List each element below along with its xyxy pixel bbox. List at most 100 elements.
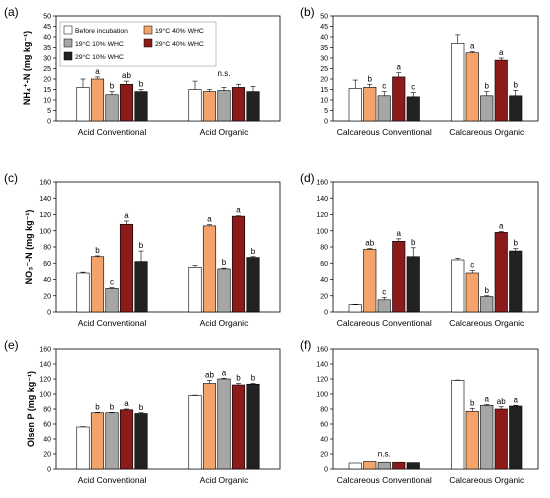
y-tick-label: 20	[43, 452, 51, 459]
bar-19-c-10-whc	[480, 296, 494, 313]
significance-letter: a	[95, 67, 100, 76]
bar-before-incubation	[348, 304, 362, 313]
chart-panel-4: 020406080100120140160(d)abcabCalcareous …	[300, 171, 539, 328]
bar-19-c-10-whc	[105, 412, 119, 470]
significance-letter: b	[95, 246, 100, 255]
legend-label: 29°C 40% WHC	[155, 40, 204, 48]
significance-letter: b	[411, 238, 416, 247]
y-tick-label: 60	[320, 261, 328, 268]
bar-before-incubation	[188, 267, 202, 313]
significance-letter: a	[397, 63, 402, 72]
significance-letter: b	[95, 402, 100, 411]
y-tick-label: 120	[39, 212, 51, 219]
y-tick-label: 35	[320, 45, 328, 52]
x-category-label: Calcareous Organic	[449, 318, 525, 328]
significance-letter: b	[514, 239, 519, 248]
significance-letter: ab	[497, 397, 506, 406]
significance-letter: ab	[122, 71, 131, 80]
x-category-label: Acid Organic	[200, 318, 249, 328]
y-tick-label: 40	[43, 35, 51, 42]
chart-panel-5: 0 20 40 60 80 100 120 140 160 (e) Olsen P (mg kg⁻¹…	[4, 338, 281, 485]
legend-swatch	[143, 25, 153, 35]
bar-19-c-10-whc	[217, 90, 231, 122]
bar-29-c-40-whc	[392, 241, 406, 313]
panel-label: (f)	[300, 338, 311, 352]
bar-29-c-40-whc	[119, 409, 134, 470]
y-tick-label: 120	[39, 377, 51, 384]
significance-letter: a	[124, 399, 129, 408]
y-axis-label: Olsen P (mg kg⁻¹)	[26, 371, 36, 447]
y-tick-label: 40	[43, 437, 51, 444]
bar-19-c-10-whc	[217, 268, 231, 313]
significance-letter: a	[207, 215, 212, 224]
legend-label: 19°C 10% WHC	[75, 40, 124, 48]
y-tick-label: 30	[320, 56, 328, 63]
y-tick-label: 20	[43, 293, 51, 300]
y-tick-label: 0	[324, 467, 328, 474]
y-tick-label: 25	[43, 66, 51, 73]
bar-19-c-10-whc	[377, 299, 391, 313]
bar-29-c-40-whc	[119, 223, 134, 313]
y-tick-label: 120	[316, 377, 328, 384]
significance-letter: ab	[205, 371, 214, 380]
bar-before-incubation	[348, 88, 362, 122]
y-tick-label: 0	[324, 310, 328, 317]
legend: Before incubation 19°C 40% WHC 19°C 10% WH…	[59, 21, 217, 67]
bar-29-c-10-whc	[406, 256, 420, 313]
panel-label: (a)	[4, 5, 19, 19]
bar-19-c-40-whc	[465, 410, 479, 470]
legend-label: 29°C 10% WHC	[75, 53, 124, 61]
bar-before-incubation	[76, 272, 90, 313]
bar-29-c-40-whc	[494, 408, 508, 470]
ns-annotation: n.s.	[218, 69, 231, 78]
y-tick-label: 40	[320, 437, 328, 444]
y-tick-label: 5	[47, 108, 51, 115]
y-tick-label: 30	[43, 56, 51, 63]
significance-letter: b	[514, 81, 519, 90]
y-tick-label: 60	[43, 422, 51, 429]
significance-letter: b	[470, 398, 475, 407]
bar-before-incubation	[76, 426, 90, 470]
bar-29-c-40-whc	[494, 59, 508, 122]
y-tick-label: 50	[320, 14, 328, 21]
significance-letter: a	[124, 211, 129, 220]
bar-before-incubation	[76, 87, 90, 122]
legend-label: 19°C 40% WHC	[155, 27, 204, 35]
bar-19-c-10-whc	[105, 94, 119, 122]
bar-19-c-40-whc	[90, 412, 105, 470]
y-tick-label: 100	[316, 228, 328, 235]
significance-letter: b	[139, 80, 144, 89]
bar-before-incubation	[451, 42, 465, 122]
chart-panel-1: 0 5 10 15 20 25 30 35 40 45 50 (a) NH₄⁺-N (mg kg⁻¹) a…	[4, 5, 281, 137]
significance-letter: a	[499, 48, 504, 57]
y-tick-label: 80	[43, 245, 51, 252]
legend-swatch	[143, 38, 153, 48]
y-tick-label: 20	[320, 77, 328, 84]
x-category-label: Acid Organic	[200, 127, 249, 137]
significance-letter: b	[222, 258, 227, 267]
y-tick-label: 50	[43, 14, 51, 21]
bar-before-incubation	[451, 259, 465, 313]
significance-letter: a	[397, 229, 402, 238]
y-tick-label: 0	[324, 119, 328, 126]
significance-letter: a	[236, 206, 241, 215]
bar-29-c-40-whc	[231, 215, 246, 313]
legend-box	[59, 21, 217, 67]
y-tick-label: 100	[39, 392, 51, 399]
x-category-label: Acid Organic	[200, 475, 249, 485]
y-tick-label: 15	[320, 87, 328, 94]
y-tick-label: 80	[320, 407, 328, 414]
y-tick-label: 140	[316, 362, 328, 369]
bar-29-c-40-whc	[392, 461, 406, 470]
bar-29-c-10-whc	[509, 95, 523, 122]
significance-letter: c	[470, 261, 474, 270]
bar-19-c-10-whc	[217, 378, 231, 470]
ns-annotation: n.s.	[378, 449, 391, 458]
bar-19-c-40-whc	[465, 52, 479, 122]
significance-letter: b	[485, 82, 490, 91]
chart-panel-3: 0 20 40 60 80 100 120 140 160 (c) NO₃⁻-N (mg kg⁻¹)…	[4, 171, 281, 328]
significance-letter: a	[470, 42, 475, 51]
bar-19-c-40-whc	[202, 225, 217, 313]
